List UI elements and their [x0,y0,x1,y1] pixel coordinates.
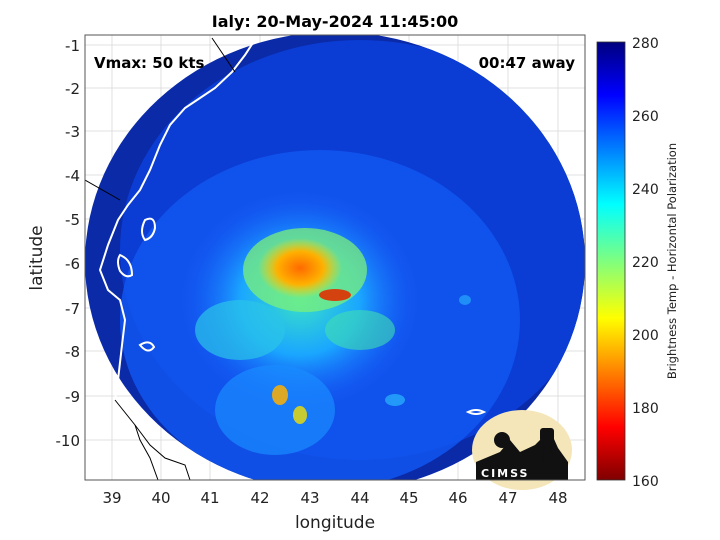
y-tick-label: -1 [65,37,80,55]
y-tick-label: -7 [65,300,80,318]
x-tick-label: 41 [200,489,219,507]
x-tick-label: 40 [151,489,170,507]
colorbar-tick-label: 160 [632,474,659,490]
y-tick-label: -6 [65,255,80,273]
vmax-label: Vmax: 50 kts [94,54,204,72]
colorbar-label: Brightness Temp - Horizontal Polarizatio… [665,143,679,379]
y-tick-label: -10 [56,432,81,450]
x-tick-label: 48 [548,489,567,507]
y-tick-label: -5 [65,211,80,229]
colorbar-tick-labels: 280 260 240 220 200 180 160 [632,36,659,490]
x-tick-label: 39 [102,489,121,507]
x-tick-labels: 39 40 41 42 43 44 45 46 47 48 [102,489,567,507]
logo-text: CIMSS [481,467,529,480]
x-axis-label: longitude [295,513,375,533]
y-tick-labels: -1 -2 -3 -4 -5 -6 -7 -8 -9 -10 [56,37,81,450]
colorbar-tick-label: 220 [632,255,659,271]
x-tick-label: 45 [399,489,418,507]
satellite-dish-icon [494,432,510,448]
coastline-land [85,37,236,480]
y-tick-label: -4 [65,167,80,185]
x-tick-label: 44 [350,489,369,507]
x-tick-label: 43 [300,489,319,507]
x-tick-label: 47 [498,489,517,507]
microwave-swath [85,35,585,480]
water-tower-icon [540,428,554,442]
cimss-logo: CIMSS [472,410,572,490]
x-tick-label: 46 [448,489,467,507]
y-tick-label: -8 [65,343,80,361]
eyewall-core [258,238,342,298]
figure-title: Ialy: 20-May-2024 11:45:00 [212,12,459,31]
colorbar-tick-label: 180 [632,401,659,417]
x-tick-label: 42 [250,489,269,507]
y-axis-label: latitude [27,225,47,290]
time-away-label: 00:47 away [479,54,576,72]
colorbar-tick-label: 200 [632,328,659,344]
colorbar [596,41,626,481]
y-tick-label: -3 [65,123,80,141]
colorbar-tick-label: 260 [632,109,659,125]
y-tick-label: -9 [65,388,80,406]
colorbar-tick-label: 280 [632,36,659,52]
coastline [98,35,487,415]
colorbar-tick-label: 240 [632,182,659,198]
plot-frame [84,34,586,481]
y-tick-label: -2 [65,80,80,98]
